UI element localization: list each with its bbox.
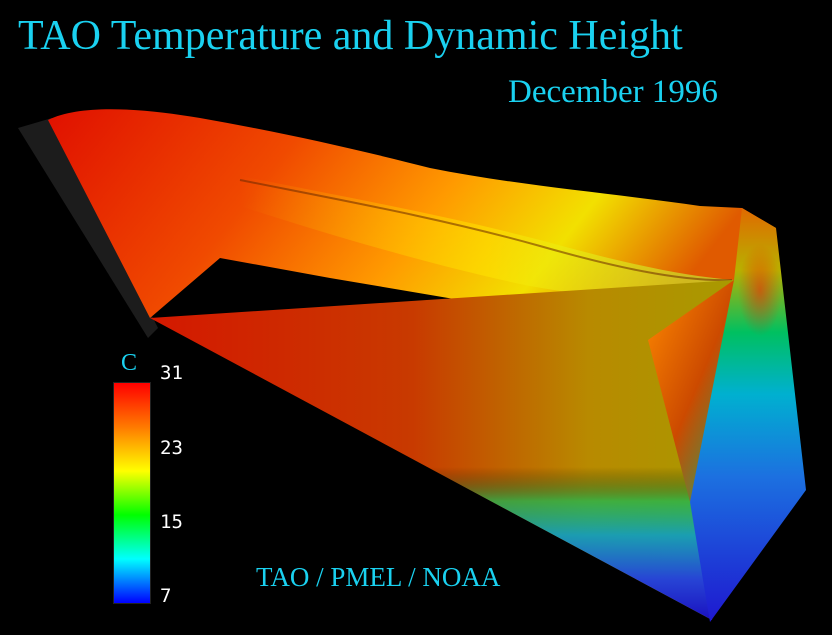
credit-label: TAO / PMEL / NOAA [256,562,501,592]
page-title: TAO Temperature and Dynamic Height [18,13,683,59]
east-warm-pool [738,244,782,336]
west-end-face [18,118,158,338]
east-cap-face [648,280,742,502]
surface-ridge-line [239,179,733,282]
temperature-colorbar [113,382,151,604]
date-subtitle: December 1996 [508,74,718,110]
colorbar-tick-23: 23 [160,437,183,459]
colorbar-unit-label: C [121,350,138,376]
surface-thermocline-band [240,176,734,299]
front-depth-shading [150,280,734,620]
colorbar-tick-31: 31 [160,362,183,384]
colorbar-tick-15: 15 [160,511,183,533]
colorbar-tick-7: 7 [160,585,172,607]
